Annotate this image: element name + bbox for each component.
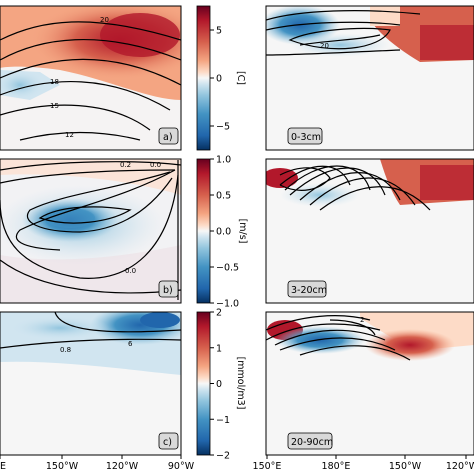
x-tick-label: E <box>0 461 6 472</box>
contour-label: 0.8 <box>60 346 71 354</box>
contours-20-90cm <box>266 315 411 361</box>
colorbar-tick-label: −5 <box>216 122 230 133</box>
contour-label: 0.0 <box>125 267 136 275</box>
panel-label-20-90cm: 20-90cm <box>287 432 333 450</box>
contours-0-3cm <box>266 10 421 56</box>
colorbar-unit: [mmol/m3] <box>235 357 246 410</box>
x-tick-label: 150°W <box>389 461 422 472</box>
colorbar-tick-label: −2 <box>216 451 230 462</box>
colorbar-ticks-a: 5 0 −5 <box>210 26 230 133</box>
colorbar-tick-label: 1 <box>216 343 222 354</box>
colorbar-tick-label: 0 <box>216 74 222 85</box>
contour-label: 20 <box>100 16 109 24</box>
panel-label-b: b) <box>158 280 179 298</box>
svg-text:3-20cm: 3-20cm <box>291 285 327 296</box>
svg-text:c): c) <box>163 437 172 448</box>
colorbar-unit: [C] <box>235 71 246 85</box>
panel-d-frame <box>265 5 474 151</box>
x-tick-label: 90°W <box>168 461 195 472</box>
colorbar-tick-label: 2 <box>216 308 222 319</box>
colorbar-temperature: [C] <box>196 5 246 151</box>
colorbar-tick-label: −1 <box>216 415 230 426</box>
svg-text:b): b) <box>163 285 173 296</box>
panel-e <box>266 159 474 303</box>
x-tick-label: 150°W <box>46 461 79 472</box>
panel-a-frame <box>0 5 182 151</box>
panel-b-frame <box>0 158 182 304</box>
svg-text:0-3cm: 0-3cm <box>291 132 321 143</box>
panel-c-frame <box>0 311 182 456</box>
panel-f-frame <box>265 311 474 456</box>
panel-c <box>0 312 181 455</box>
colorbar-tick-label: 5 <box>216 26 222 37</box>
contours-3-20cm <box>279 165 431 211</box>
svg-text:20-90cm: 20-90cm <box>291 437 333 448</box>
contour-label: 0.0 <box>150 161 161 169</box>
colorbar-tick-label: 1.0 <box>216 155 231 166</box>
colorbar-ticks-c: 2 1 0 −1 −2 <box>210 308 230 462</box>
contour-label: 18 <box>50 78 59 86</box>
contour-label: 20 <box>320 42 329 50</box>
contour-label: 12 <box>65 131 74 139</box>
contour-label: 6 <box>128 340 133 348</box>
contour-label: 0.2 <box>120 161 131 169</box>
contour-label: 2 <box>360 316 364 324</box>
right-x-axis: 150°E 180°E 150°W 120°W <box>253 455 474 472</box>
contour-label: 15 <box>50 102 59 110</box>
panel-label-0-3cm: 0-3cm <box>287 127 323 145</box>
panel-a <box>0 6 181 150</box>
colorbar-tick-label: 0.5 <box>216 191 231 202</box>
svg-text:a): a) <box>163 132 173 143</box>
velocity-contours <box>0 160 181 300</box>
panel-label-c: c) <box>158 432 179 450</box>
panel-d <box>266 6 474 150</box>
colorbar-tick-label: −1.0 <box>216 299 239 310</box>
x-tick-label: 150°E <box>253 461 282 472</box>
temperature-contours <box>0 21 181 141</box>
panel-f <box>266 312 474 455</box>
x-tick-label: 120°W <box>446 461 474 472</box>
panel-e-frame <box>265 158 474 304</box>
colorbar-unit: [m/s] <box>237 219 248 244</box>
colorbar-tick-label: 0 <box>216 379 222 390</box>
colorbar-ticks-b: 1.0 0.5 0.0 −0.5 −1.0 <box>210 155 239 310</box>
left-x-axis: E 150°W 120°W 90°W <box>0 455 195 472</box>
x-tick-label: 180°E <box>322 461 351 472</box>
panel-b <box>0 159 181 303</box>
x-tick-label: 120°W <box>106 461 139 472</box>
panel-label-a: a) <box>158 127 179 145</box>
colorbar-tick-label: 0.0 <box>216 227 231 238</box>
colorbar-tick-label: −0.5 <box>216 263 239 274</box>
nutrient-contours <box>0 312 181 349</box>
panel-label-3-20cm: 3-20cm <box>287 280 327 298</box>
